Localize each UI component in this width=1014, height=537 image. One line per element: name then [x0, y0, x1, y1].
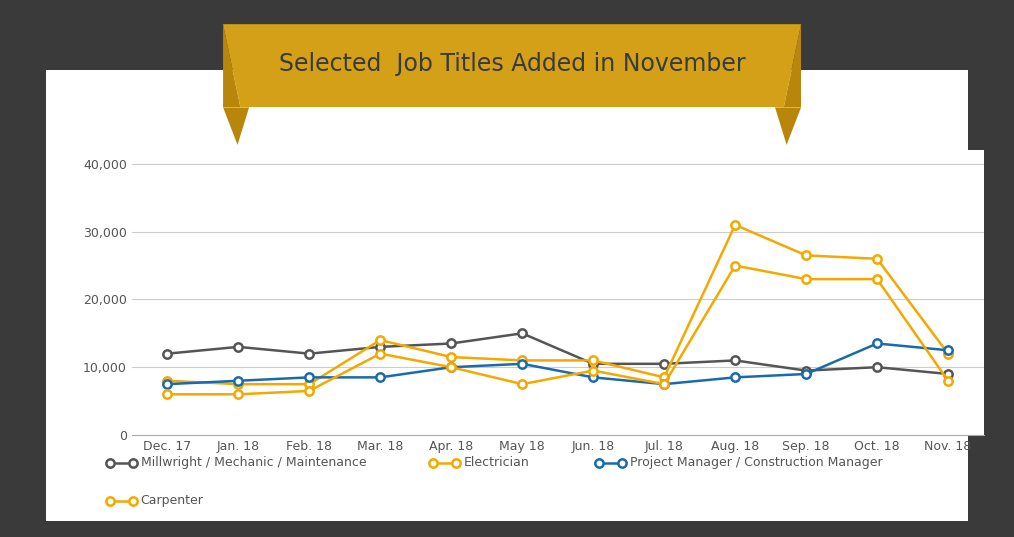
Text: Selected  Job Titles Added in November: Selected Job Titles Added in November: [279, 52, 745, 76]
Text: Project Manager / Construction Manager: Project Manager / Construction Manager: [630, 456, 882, 469]
Polygon shape: [784, 24, 801, 107]
Polygon shape: [223, 24, 801, 107]
Text: Millwright / Mechanic / Maintenance: Millwright / Mechanic / Maintenance: [141, 456, 366, 469]
Text: Electrician: Electrician: [463, 456, 529, 469]
Polygon shape: [775, 107, 801, 145]
Polygon shape: [223, 24, 240, 107]
Polygon shape: [223, 107, 249, 145]
Text: Carpenter: Carpenter: [141, 494, 204, 507]
